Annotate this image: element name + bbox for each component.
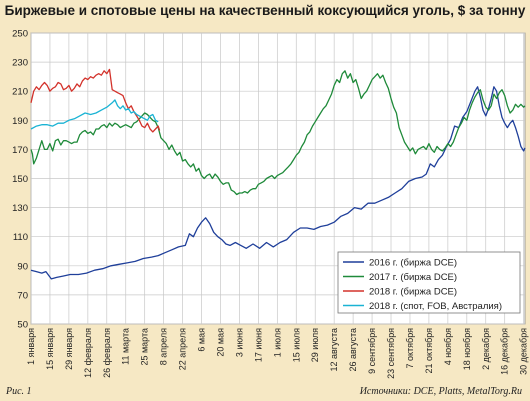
y-tick-label: 110 (13, 232, 28, 243)
series-line-2 (30, 68, 161, 133)
y-tick-label: 230 (12, 58, 28, 69)
y-tick-label: 50 (17, 320, 28, 331)
x-tick-label: 9 сентября (367, 328, 377, 374)
y-tick-label: 90 (17, 261, 28, 272)
x-tick-label: 29 января (64, 328, 74, 370)
x-tick-label: 1 января (26, 328, 36, 365)
chart-title: Биржевые и спотовые цены на качественный… (4, 3, 526, 18)
legend-label-3: 2018 г. (спот, FOB, Австралия) (369, 301, 502, 312)
x-tick-label: 30 декабря (519, 328, 529, 375)
x-tick-label: 8 апреля (159, 328, 169, 365)
y-tick-label: 190 (12, 116, 28, 127)
x-tick-label: 15 января (45, 328, 55, 370)
legend-label-2: 2018 г. (биржа DCE) (369, 287, 457, 298)
y-tick-label: 130 (12, 203, 28, 214)
x-tick-label: 26 февраля (102, 328, 112, 378)
x-tick-label: 11 марта (121, 328, 131, 365)
x-tick-label: 12 февраля (83, 328, 93, 378)
x-tick-label: 12 августа (329, 328, 339, 372)
x-tick-label: 15 июля (291, 328, 301, 362)
x-tick-label: 17 июня (253, 328, 263, 362)
legend-box (337, 251, 521, 314)
x-tick-label: 3 июня (234, 328, 244, 357)
x-tick-label: 18 ноября (462, 328, 472, 370)
source-note: Источники: DCE, Platts, MetalTorg.Ru (359, 386, 522, 397)
series-line-3 (30, 99, 159, 130)
x-tick-label: 2 декабря (481, 328, 491, 370)
x-tick-label: 22 апреля (178, 328, 188, 370)
x-tick-label: 26 августа (348, 328, 358, 372)
y-tick-label: 250 (12, 29, 28, 40)
x-tick-label: 16 декабря (500, 328, 510, 375)
legend-label-1: 2017 г. (биржа DCE) (369, 272, 457, 283)
legend-label-0: 2016 г. (биржа DCE) (369, 258, 457, 269)
x-tick-label: 1 июля (272, 328, 282, 357)
x-tick-label: 25 марта (140, 328, 150, 366)
x-tick-label: 21 октября (424, 328, 434, 374)
y-tick-label: 210 (12, 87, 28, 98)
x-tick-label: 29 июля (310, 328, 320, 362)
figure-label: Рис. 1 (6, 386, 32, 397)
series-line-0 (30, 86, 526, 280)
y-tick-label: 70 (17, 290, 28, 301)
x-tick-label: 20 мая (215, 328, 225, 357)
y-tick-label: 150 (12, 174, 28, 185)
series-line-1 (30, 70, 526, 196)
x-tick-label: 4 ноября (443, 328, 453, 365)
x-tick-label: 6 мая (197, 328, 207, 352)
x-tick-label: 23 сентября (386, 328, 396, 379)
y-tick-label: 170 (12, 145, 28, 156)
x-tick-label: 7 октября (405, 328, 415, 369)
